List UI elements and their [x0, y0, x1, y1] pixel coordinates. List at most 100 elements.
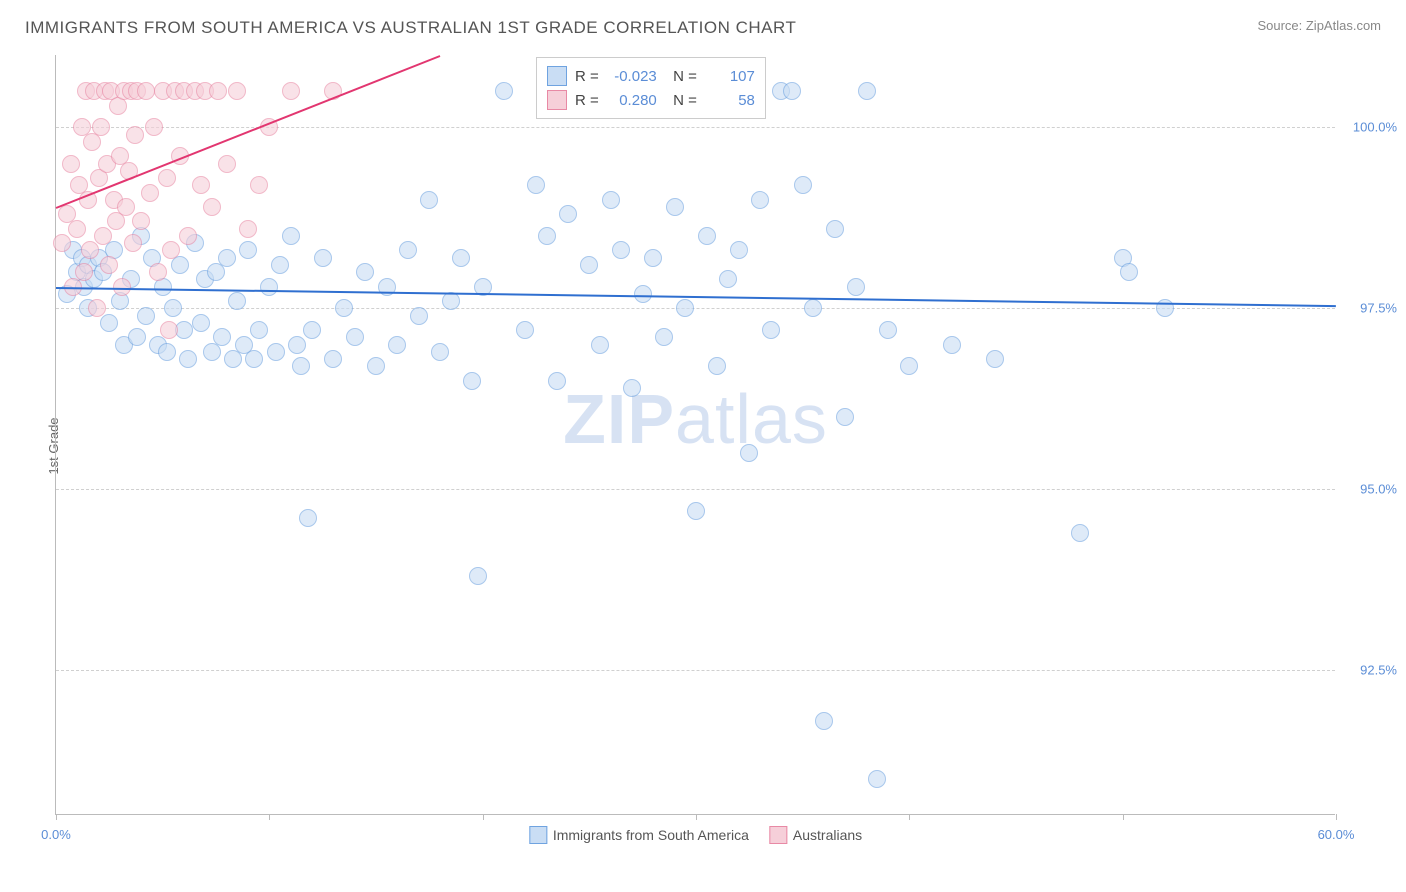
data-point: [463, 372, 481, 390]
data-point: [288, 336, 306, 354]
data-point: [666, 198, 684, 216]
data-point: [149, 263, 167, 281]
trend-line: [56, 287, 1336, 307]
data-point: [218, 155, 236, 173]
data-point: [132, 212, 150, 230]
data-point: [245, 350, 263, 368]
data-point: [141, 184, 159, 202]
data-point: [117, 198, 135, 216]
data-point: [209, 82, 227, 100]
data-point: [879, 321, 897, 339]
data-point: [250, 321, 268, 339]
data-point: [228, 82, 246, 100]
data-point: [762, 321, 780, 339]
x-tick-label: 0.0%: [41, 827, 71, 842]
data-point: [100, 256, 118, 274]
data-point: [836, 408, 854, 426]
data-point: [740, 444, 758, 462]
legend-item-2: Australians: [769, 826, 862, 844]
data-point: [303, 321, 321, 339]
data-point: [128, 328, 146, 346]
data-point: [271, 256, 289, 274]
data-point: [719, 270, 737, 288]
data-point: [53, 234, 71, 252]
data-point: [730, 241, 748, 259]
data-point: [751, 191, 769, 209]
data-point: [783, 82, 801, 100]
data-point: [431, 343, 449, 361]
data-point: [612, 241, 630, 259]
data-point: [250, 176, 268, 194]
legend-swatch-1: [529, 826, 547, 844]
stats-row-series2: R = 0.280 N = 58: [547, 88, 755, 112]
data-point: [527, 176, 545, 194]
data-point: [698, 227, 716, 245]
data-point: [495, 82, 513, 100]
data-point: [602, 191, 620, 209]
data-point: [75, 263, 93, 281]
stats-row-series1: R = -0.023 N = 107: [547, 64, 755, 88]
x-tick: [483, 814, 484, 820]
x-tick: [1336, 814, 1337, 820]
data-point: [388, 336, 406, 354]
data-point: [126, 126, 144, 144]
data-point: [92, 118, 110, 136]
y-tick-label: 95.0%: [1342, 482, 1397, 497]
data-point: [324, 350, 342, 368]
data-point: [943, 336, 961, 354]
data-point: [420, 191, 438, 209]
x-tick: [269, 814, 270, 820]
data-point: [81, 241, 99, 259]
data-point: [179, 350, 197, 368]
data-point: [676, 299, 694, 317]
data-point: [218, 249, 236, 267]
data-point: [158, 169, 176, 187]
data-point: [94, 227, 112, 245]
x-tick: [1123, 814, 1124, 820]
data-point: [900, 357, 918, 375]
data-point: [580, 256, 598, 274]
legend-label-2: Australians: [793, 827, 862, 843]
data-point: [158, 343, 176, 361]
bottom-legend: Immigrants from South America Australian…: [529, 826, 862, 844]
data-point: [868, 770, 886, 788]
data-point: [516, 321, 534, 339]
data-point: [538, 227, 556, 245]
stat-n-2: 58: [705, 92, 755, 109]
data-point: [260, 278, 278, 296]
data-point: [213, 328, 231, 346]
chart-title: IMMIGRANTS FROM SOUTH AMERICA VS AUSTRAL…: [25, 18, 796, 38]
source-label: Source: ZipAtlas.com: [1257, 18, 1381, 33]
data-point: [442, 292, 460, 310]
stats-swatch-2: [547, 90, 567, 110]
data-point: [137, 307, 155, 325]
data-point: [687, 502, 705, 520]
trend-line: [56, 55, 441, 209]
data-point: [469, 567, 487, 585]
data-point: [986, 350, 1004, 368]
data-point: [179, 227, 197, 245]
data-point: [100, 314, 118, 332]
data-point: [794, 176, 812, 194]
data-point: [145, 118, 163, 136]
y-tick-label: 92.5%: [1342, 663, 1397, 678]
data-point: [113, 278, 131, 296]
data-point: [452, 249, 470, 267]
stats-swatch-1: [547, 66, 567, 86]
data-point: [623, 379, 641, 397]
data-point: [826, 220, 844, 238]
gridline: [56, 308, 1335, 309]
data-point: [847, 278, 865, 296]
y-tick-label: 97.5%: [1342, 301, 1397, 316]
data-point: [356, 263, 374, 281]
data-point: [137, 82, 155, 100]
data-point: [858, 82, 876, 100]
data-point: [228, 292, 246, 310]
gridline: [56, 670, 1335, 671]
chart-plot-area: ZIPatlas Immigrants from South America A…: [55, 55, 1335, 815]
stats-legend-box: R = -0.023 N = 107 R = 0.280 N = 58: [536, 57, 766, 119]
data-point: [62, 155, 80, 173]
data-point: [239, 241, 257, 259]
data-point: [655, 328, 673, 346]
data-point: [314, 249, 332, 267]
